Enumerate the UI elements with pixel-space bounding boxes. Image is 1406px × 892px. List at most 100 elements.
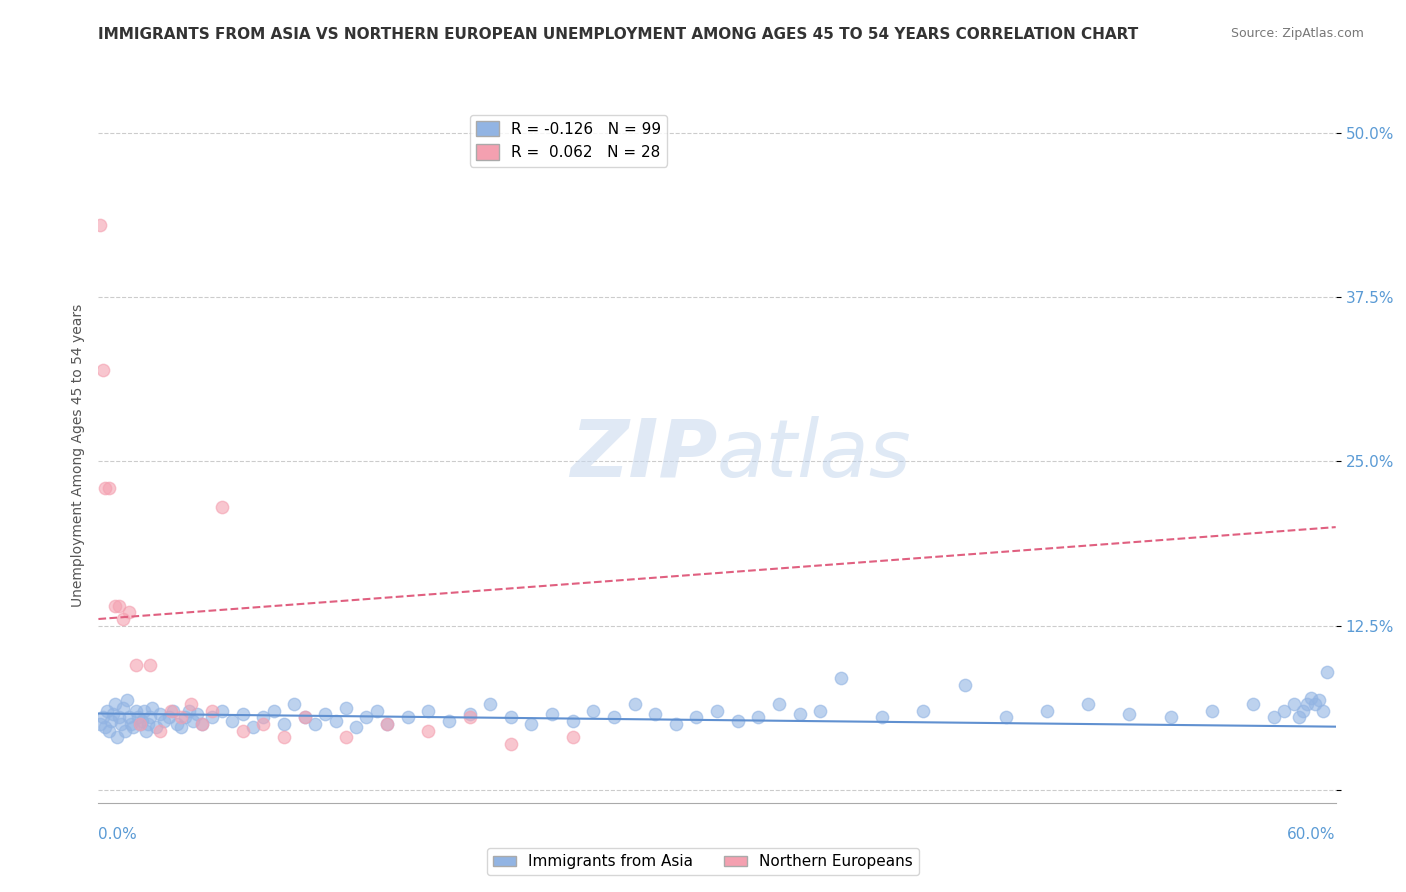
Point: [582, 704, 605, 718]
Legend: R = -0.126   N = 99, R =  0.062   N = 28: R = -0.126 N = 99, R = 0.062 N = 28: [470, 115, 668, 167]
Point: [1308, 693, 1330, 707]
Point: [242, 720, 264, 734]
Legend: Immigrants from Asia, Northern Europeans: Immigrants from Asia, Northern Europeans: [486, 848, 920, 875]
Point: [110, 717, 132, 731]
Point: [179, 704, 201, 718]
Point: [603, 710, 626, 724]
Point: [105, 730, 128, 744]
Point: [437, 714, 460, 729]
Point: [747, 710, 769, 724]
Point: [221, 714, 243, 729]
Point: [108, 599, 131, 613]
Point: [273, 730, 295, 744]
Point: [180, 698, 202, 712]
Point: [335, 701, 357, 715]
Point: [314, 706, 336, 721]
Point: [1036, 704, 1059, 718]
Point: [727, 714, 749, 729]
Point: [118, 710, 141, 724]
Point: [1263, 710, 1285, 724]
Point: [1201, 704, 1223, 718]
Point: [396, 710, 419, 724]
Point: [96, 704, 118, 718]
Point: [101, 706, 124, 721]
Point: [1288, 710, 1310, 724]
Point: [458, 706, 481, 721]
Text: ZIP: ZIP: [569, 416, 717, 494]
Point: [304, 717, 326, 731]
Point: [283, 698, 305, 712]
Point: [1241, 698, 1264, 712]
Point: [91, 710, 114, 724]
Point: [97, 481, 120, 495]
Point: [418, 704, 440, 718]
Point: [870, 710, 893, 724]
Text: 60.0%: 60.0%: [1288, 827, 1336, 842]
Point: [91, 362, 114, 376]
Point: [145, 720, 167, 734]
Point: [117, 693, 139, 707]
Point: [141, 701, 163, 715]
Point: [211, 704, 233, 718]
Point: [768, 698, 790, 712]
Point: [418, 723, 440, 738]
Point: [89, 717, 111, 731]
Point: [1118, 706, 1140, 721]
Point: [356, 710, 378, 724]
Point: [108, 710, 131, 724]
Point: [263, 704, 285, 718]
Point: [561, 714, 583, 729]
Point: [375, 717, 398, 731]
Point: [252, 717, 274, 731]
Point: [127, 710, 149, 724]
Point: [201, 710, 224, 724]
Point: [93, 720, 115, 734]
Point: [232, 723, 254, 738]
Point: [131, 714, 153, 729]
Point: [170, 720, 193, 734]
Point: [1292, 704, 1315, 718]
Point: [458, 710, 481, 724]
Point: [124, 657, 146, 672]
Point: [1284, 698, 1306, 712]
Point: [153, 714, 176, 729]
Point: [294, 710, 316, 724]
Point: [561, 730, 583, 744]
Point: [93, 481, 115, 495]
Point: [366, 704, 388, 718]
Point: [273, 717, 295, 731]
Point: [112, 612, 135, 626]
Point: [1160, 710, 1182, 724]
Point: [162, 704, 184, 718]
Point: [100, 714, 122, 729]
Point: [808, 704, 831, 718]
Point: [1077, 698, 1099, 712]
Point: [128, 717, 150, 731]
Point: [706, 704, 728, 718]
Point: [181, 714, 204, 729]
Point: [190, 717, 212, 731]
Point: [499, 710, 522, 724]
Text: Source: ZipAtlas.com: Source: ZipAtlas.com: [1230, 27, 1364, 40]
Point: [994, 710, 1017, 724]
Point: [89, 218, 111, 232]
Point: [665, 717, 688, 731]
Point: [170, 710, 193, 724]
Point: [1299, 690, 1322, 705]
Point: [201, 704, 224, 718]
Point: [541, 706, 564, 721]
Point: [1303, 698, 1326, 712]
Point: [1295, 698, 1317, 712]
Point: [104, 698, 127, 712]
Point: [789, 706, 811, 721]
Point: [166, 717, 188, 731]
Point: [157, 710, 180, 724]
Point: [1272, 704, 1295, 718]
Point: [1316, 665, 1339, 679]
Point: [232, 706, 254, 721]
Point: [344, 720, 367, 734]
Point: [135, 723, 157, 738]
Point: [118, 606, 141, 620]
Text: atlas: atlas: [717, 416, 912, 494]
Point: [211, 500, 233, 515]
